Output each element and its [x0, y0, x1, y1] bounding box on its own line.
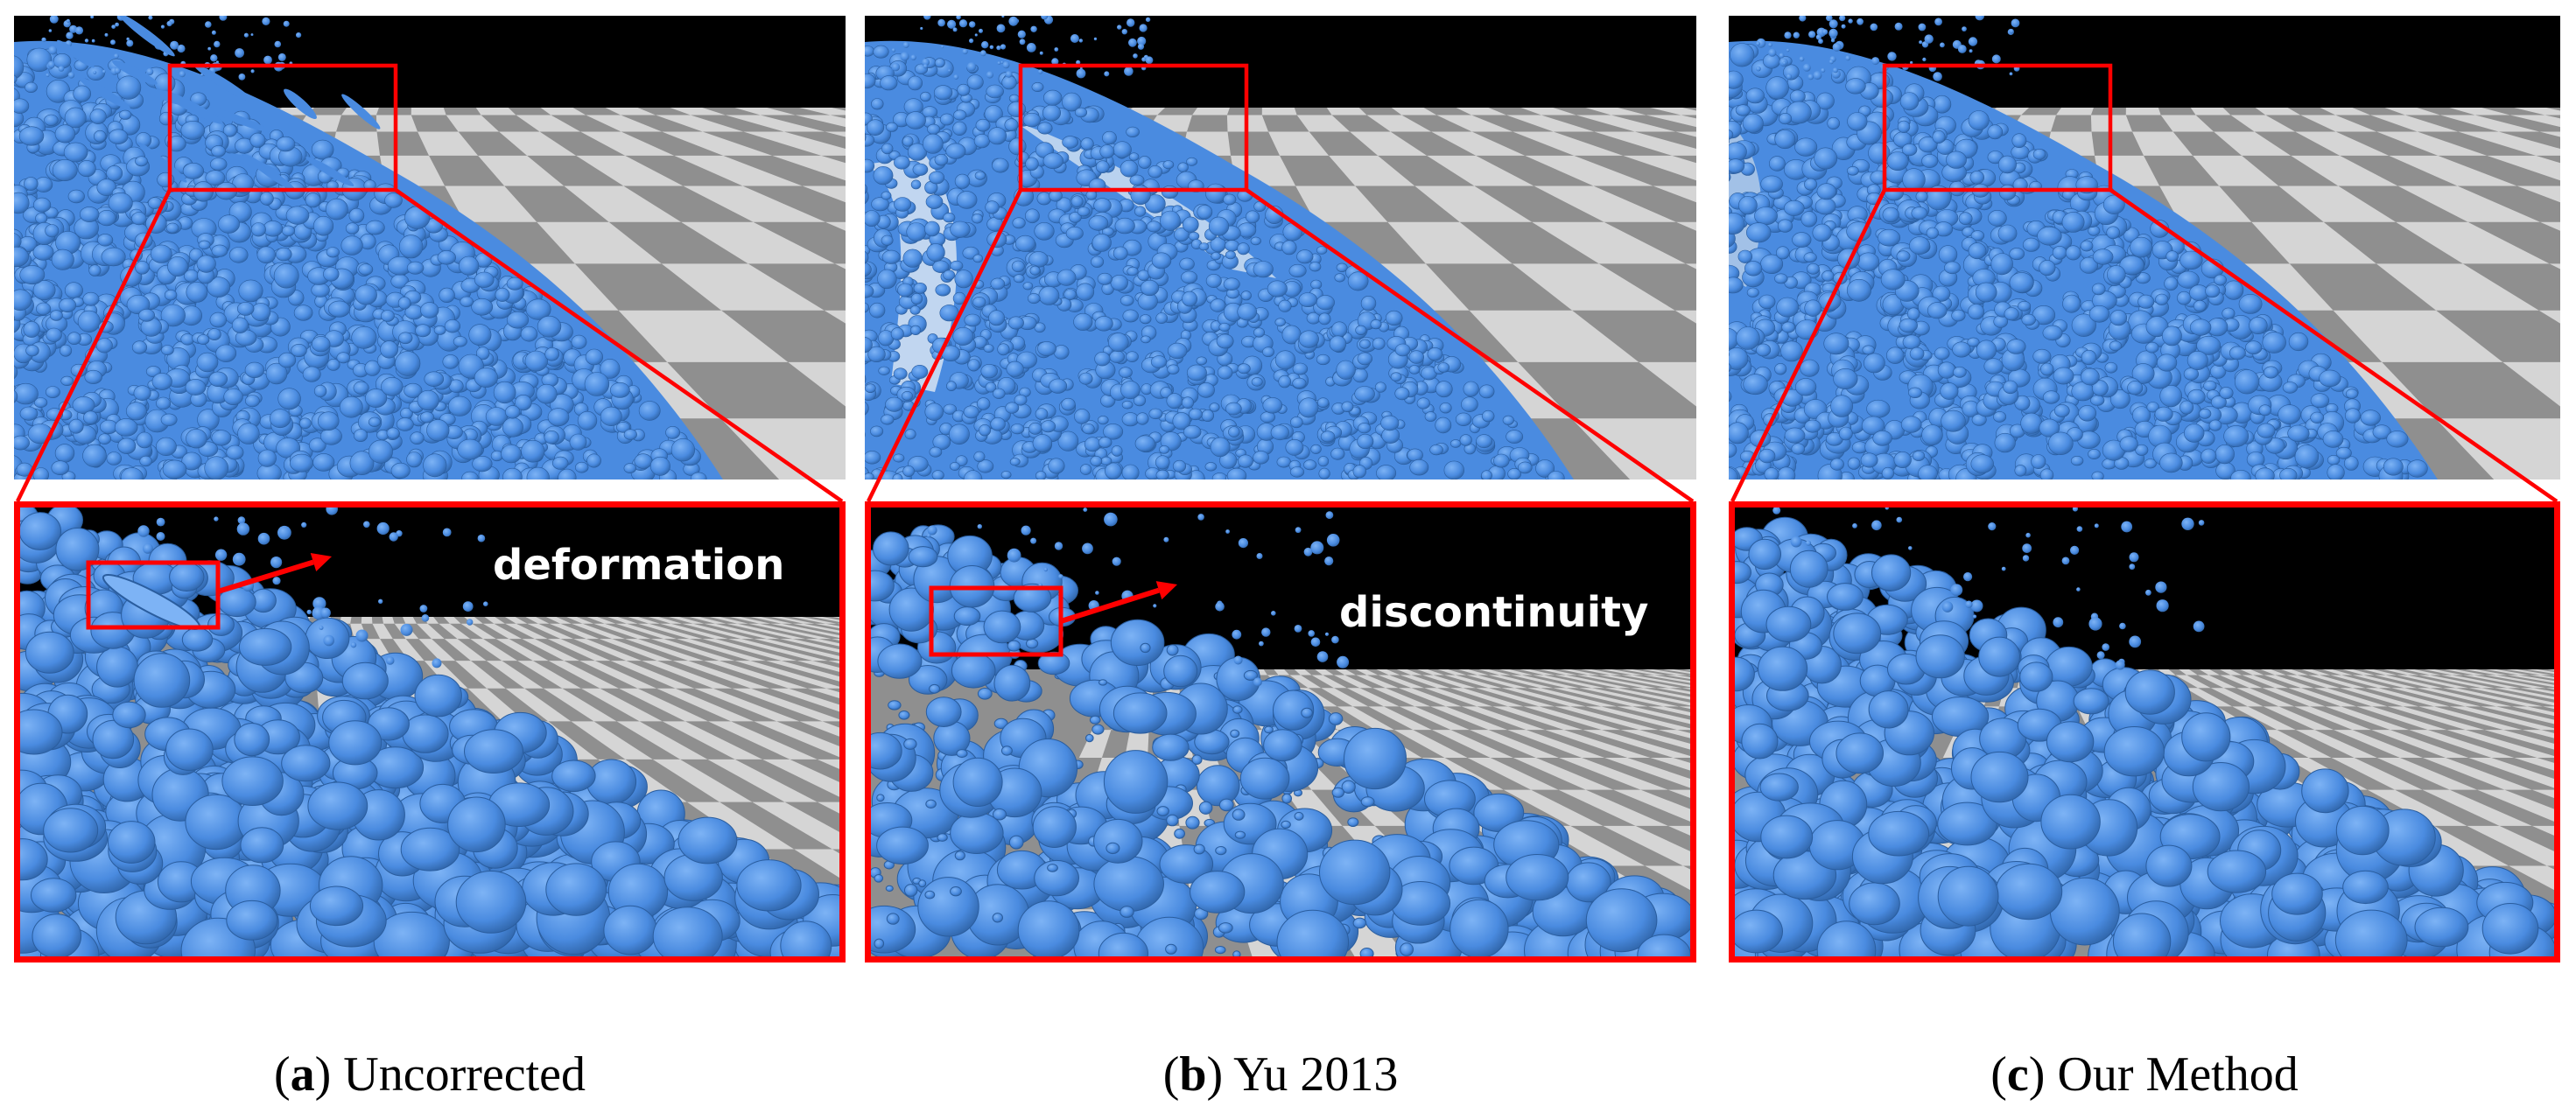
scene-c-svg: [1729, 16, 2560, 480]
scene-render-c: [1729, 16, 2560, 480]
caption-text-a: Uncorrected: [343, 1047, 586, 1102]
caption-text-b: Yu 2013: [1233, 1047, 1399, 1102]
scene-render-b: [865, 16, 1696, 480]
scene-b-svg: [865, 16, 1696, 480]
fluid-particles-zoomed: [871, 508, 1690, 956]
annotation-arrow: [1060, 587, 1160, 624]
highlight-box: [1018, 63, 1249, 192]
panel-a: deformation (a) Uncorrected: [14, 0, 846, 1120]
caption-c: (c) Our Method: [1990, 1047, 2299, 1102]
zoom-inset-a: deformation: [14, 501, 846, 962]
deformation-label: deformation: [493, 541, 785, 590]
caption-text-c: Our Method: [2057, 1047, 2299, 1102]
zoom-inset-b: discontinuity: [865, 501, 1696, 962]
panel-c: (c) Our Method: [1729, 0, 2560, 1120]
annotation-arrow: [217, 559, 314, 594]
scene-a-svg: [14, 16, 846, 480]
caption-b: (b) Yu 2013: [1162, 1047, 1399, 1102]
artifact-box: [86, 560, 221, 630]
fluid-particles-zoomed: [1735, 508, 2554, 956]
zoom-b-svg: [871, 508, 1690, 956]
panel-b: discontinuity (b) Yu 2013: [865, 0, 1696, 1120]
caption-letter-b: b: [1179, 1047, 1207, 1102]
caption-letter-a: a: [290, 1047, 315, 1102]
caption-letter-c: c: [2006, 1047, 2029, 1102]
zoom-c-svg: [1735, 508, 2554, 956]
arrow-head: [1155, 581, 1177, 600]
zoom-a-svg: [20, 508, 839, 956]
scene-render-a: [14, 16, 846, 480]
caption-a: (a) Uncorrected: [273, 1047, 586, 1102]
zoom-inset-c: [1729, 501, 2560, 962]
highlight-box: [167, 63, 398, 192]
discontinuity-label: discontinuity: [1339, 588, 1649, 637]
arrow-head: [310, 552, 332, 571]
highlight-box: [1882, 63, 2113, 192]
